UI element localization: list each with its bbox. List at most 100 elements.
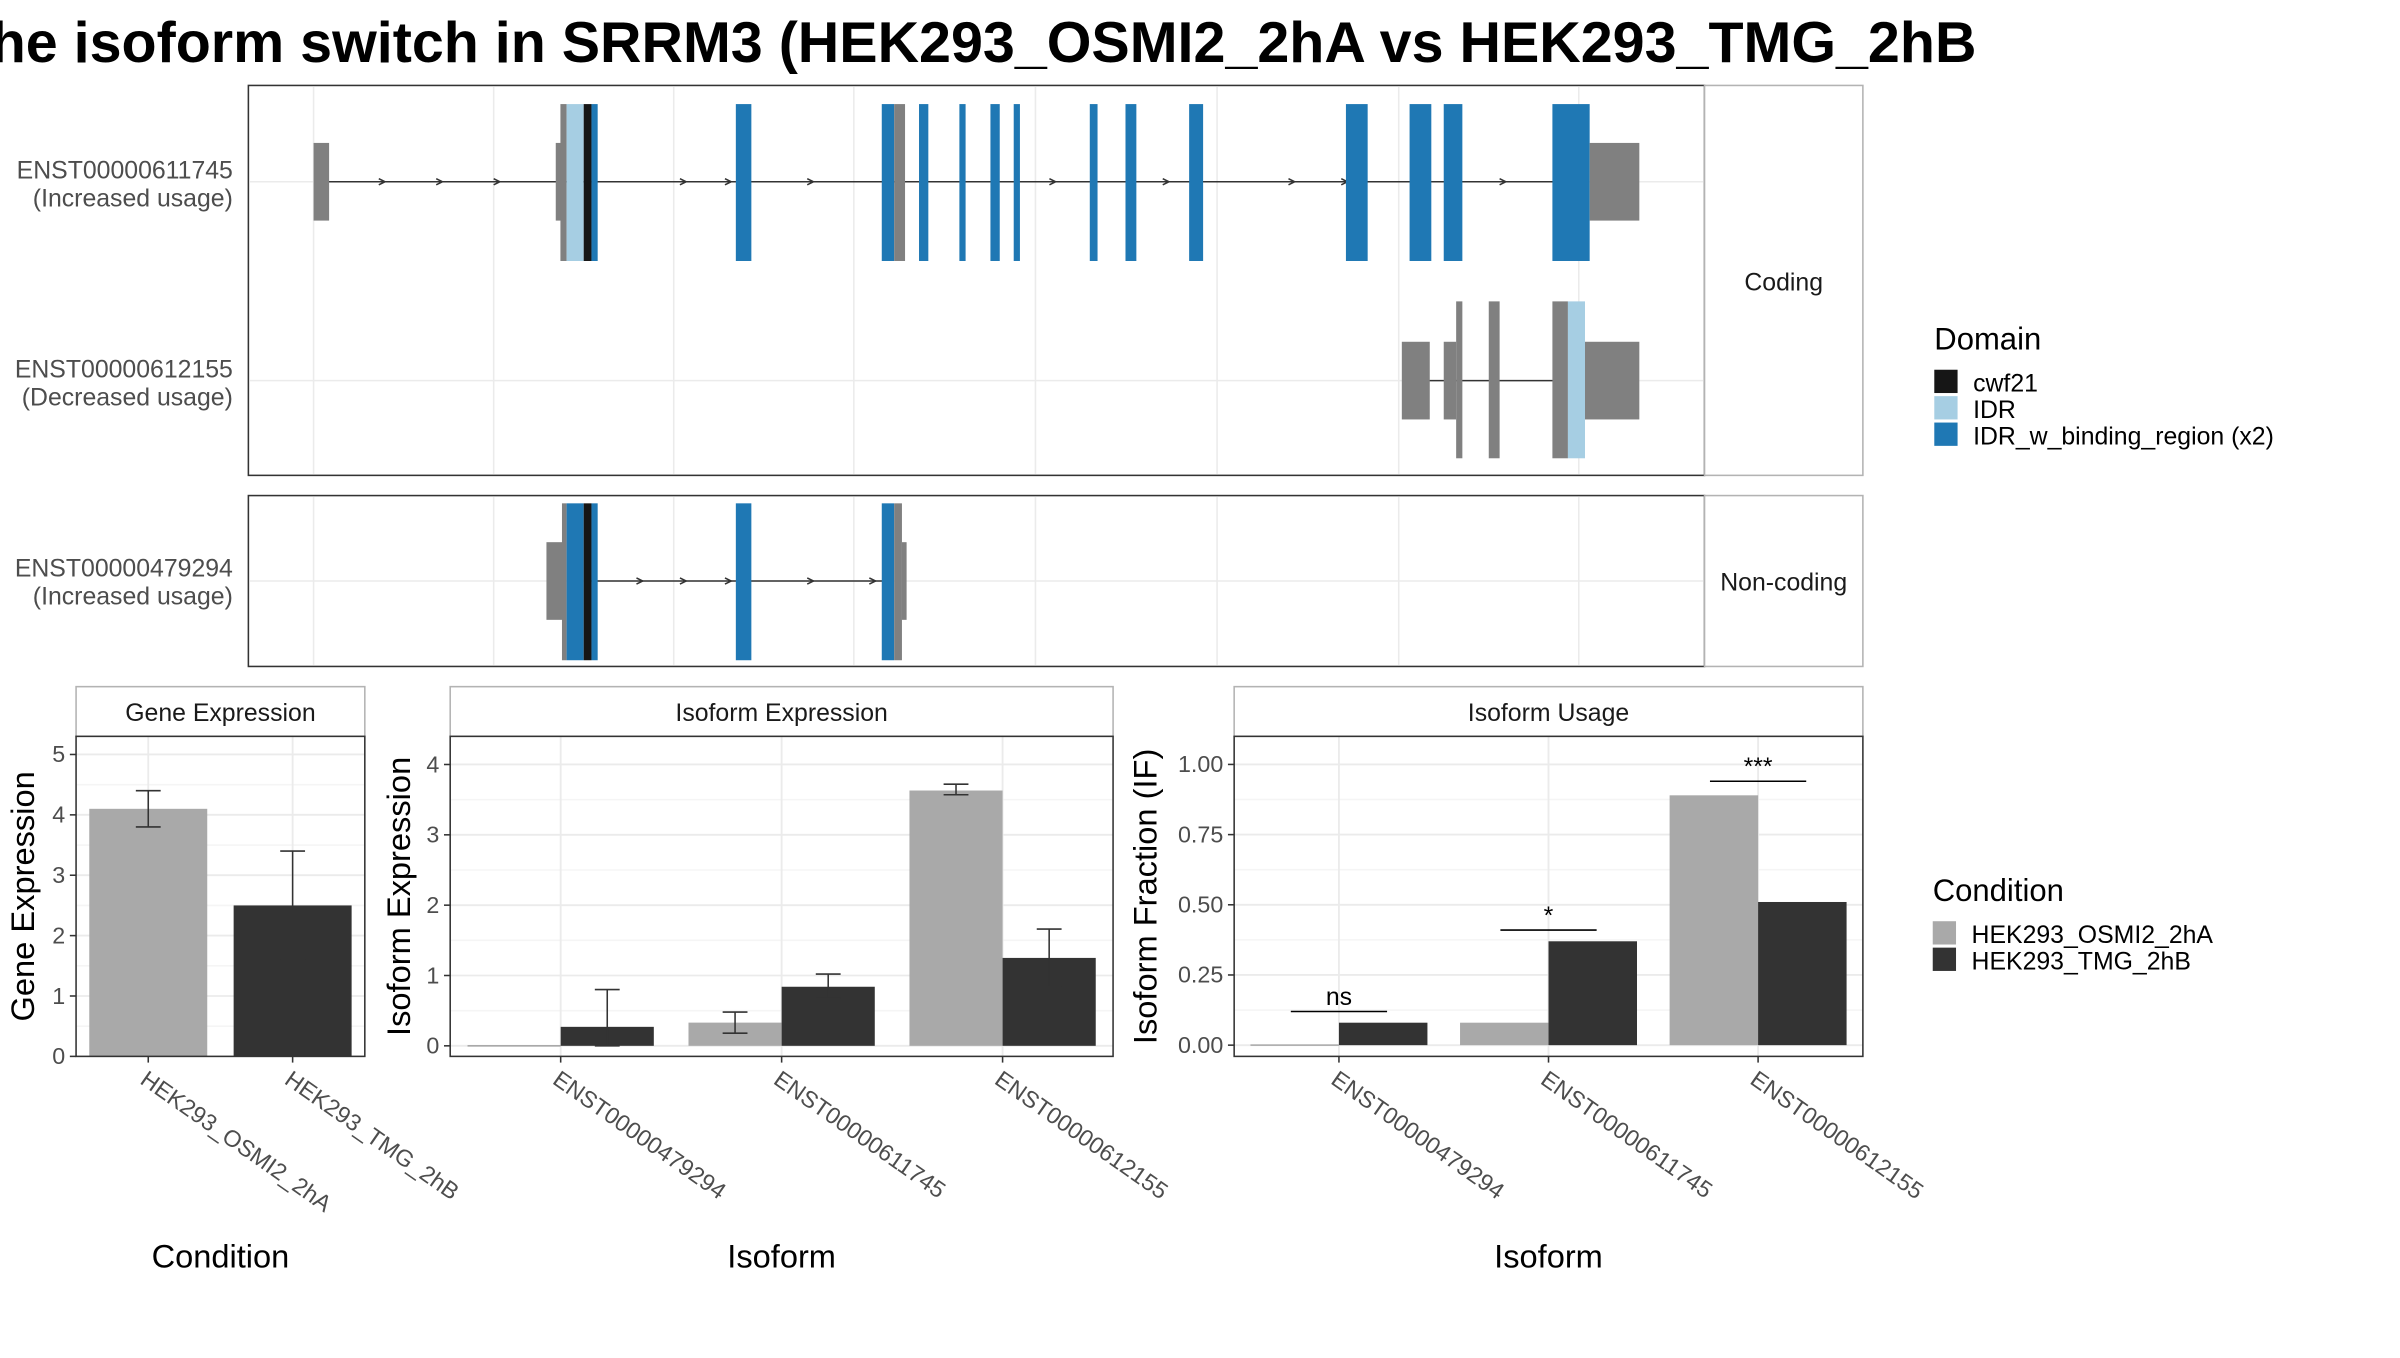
chart-title: Isoform Expression — [675, 700, 887, 727]
chart-strip — [449, 685, 1114, 738]
x-tick-label: ENST00000611745 — [1536, 1066, 1717, 1204]
exon-domain-idr-binding — [1409, 104, 1432, 261]
isoform-expression-chart: Isoform Expression 0 1 2 3 4 ENST00000479294 EN… — [380, 685, 1173, 1275]
y-tick-label: 2 — [426, 892, 439, 918]
x-tick-label: ENST00000479294 — [548, 1066, 730, 1205]
error-bar — [135, 789, 161, 828]
exon-domain-idr-binding — [1125, 104, 1137, 261]
y-tick-label: 4 — [52, 802, 65, 828]
legend-key-condition-a — [1932, 921, 1957, 945]
x-tick-label: ENST00000612155 — [990, 1066, 1172, 1205]
legend-label-condition-a: HEK293_OSMI2_2hA — [1972, 922, 2214, 949]
significance-label: * — [1544, 903, 1554, 930]
y-tick-label: 0 — [52, 1043, 65, 1069]
legend-label-cwf21: cwf21 — [1973, 370, 2038, 397]
exon — [894, 503, 902, 661]
domain-legend: Domain cwf21 IDR IDR_w_binding_region (x… — [1934, 322, 2274, 450]
significance-label: ns — [1326, 984, 1352, 1011]
exon-domain-idr — [1567, 301, 1586, 459]
intron-direction-arrows — [636, 577, 878, 585]
y-tick-label: 1.00 — [1178, 751, 1223, 777]
y-axis-title: Gene Expression — [4, 771, 41, 1021]
chart-title: Gene Expression — [125, 700, 315, 727]
y-tick-label: 5 — [52, 741, 65, 767]
condition-legend-title: Condition — [1933, 873, 2064, 908]
exon-utr — [546, 542, 566, 620]
exon-domain-idr-binding — [735, 104, 752, 261]
exon — [1488, 301, 1500, 459]
exon-domain-idr-binding — [591, 503, 598, 661]
exon-domain-idr-binding — [881, 503, 895, 661]
figure-title: he isoform switch in SRRM3 (HEK293_OSMI2… — [0, 11, 1976, 75]
y-tick-label: 4 — [426, 751, 439, 777]
condition-legend: Condition HEK293_OSMI2_2hA HEK293_TMG_2h… — [1932, 873, 2214, 975]
y-tick-label: 3 — [52, 862, 65, 888]
exon-domain-idr-binding — [735, 503, 752, 661]
bar-series-1-0 — [1338, 1022, 1428, 1046]
exon-domain-cwf21 — [583, 104, 592, 261]
facet-label-coding: Coding — [1744, 269, 1823, 296]
legend-label-condition-b: HEK293_TMG_2hB — [1972, 948, 2191, 975]
x-tick-label: ENST00000612155 — [1746, 1066, 1928, 1205]
exon-domain-idr-binding — [881, 104, 895, 261]
x-tick-label: ENST00000611745 — [769, 1066, 950, 1204]
exon — [560, 104, 567, 261]
exon-utr — [313, 142, 330, 221]
exon-domain-idr-binding — [919, 104, 929, 261]
transcript-id-2: ENST00000612155 — [15, 356, 233, 383]
error-bar — [280, 850, 306, 961]
exon-domain-idr-binding — [959, 104, 966, 261]
transcript-usage-1: (Increased usage) — [33, 186, 233, 213]
isoform-usage-chart: Isoform Usagens****0.000.250.500.751.00E… — [1127, 685, 1928, 1275]
legend-key-condition-b — [1932, 947, 1957, 971]
y-axis-title: Isoform Fraction (IF) — [1127, 749, 1164, 1044]
exon-domain-cwf21 — [583, 503, 592, 661]
bar-series-0-2 — [1669, 795, 1759, 1046]
transcript-usage-3: (Increased usage) — [33, 583, 233, 610]
exon — [894, 104, 906, 261]
x-tick-label: ENST00000479294 — [1327, 1066, 1509, 1205]
chart-strip — [1233, 685, 1864, 738]
exon-domain-idr-binding — [990, 104, 1000, 261]
x-axis-title: Condition — [152, 1238, 290, 1275]
y-tick-label: 2 — [52, 922, 65, 948]
coding-panel — [247, 84, 1706, 477]
facet-label-noncoding: Non-coding — [1720, 569, 1847, 596]
transcript-usage-2: (Decreased usage) — [22, 384, 233, 411]
chart-panel-border — [75, 735, 366, 1058]
bar-series-1-1 — [1548, 941, 1638, 1046]
exon — [561, 503, 567, 661]
y-tick-label: 0.50 — [1178, 892, 1223, 918]
exon-utr — [1443, 341, 1457, 420]
legend-label-idr: IDR — [1973, 397, 2016, 424]
x-axis-title: Isoform — [727, 1238, 836, 1275]
exon-domain-idr-binding — [1013, 104, 1020, 261]
exon-utr — [1589, 142, 1640, 221]
exon-domain-idr-binding — [1089, 104, 1098, 261]
exon-domain-idr-binding — [566, 503, 584, 661]
exon-utr — [1585, 341, 1640, 420]
legend-key-idr-binding — [1934, 422, 1958, 446]
y-tick-label: 1 — [52, 983, 65, 1009]
error-bar — [1036, 928, 1062, 988]
y-tick-label: 3 — [426, 822, 439, 848]
x-axis-title: Isoform — [1494, 1238, 1603, 1275]
domain-legend-title: Domain — [1934, 322, 2041, 357]
legend-label-idr-binding: IDR_w_binding_region (x2) — [1973, 423, 2274, 450]
exon — [1456, 301, 1463, 459]
y-tick-label: 1 — [426, 962, 439, 988]
legend-key-idr — [1934, 396, 1958, 420]
transcript-track-1 — [313, 104, 1640, 261]
transcript-structure-plot: Coding Non-coding ENST00000611745 (Incre… — [15, 84, 1864, 668]
transcript-track-3 — [546, 503, 907, 661]
y-axis-title: Isoform Expression — [380, 757, 417, 1036]
exon-domain-idr-binding — [591, 104, 598, 261]
exon-domain-idr — [566, 104, 584, 261]
exon-domain-idr-binding — [1552, 104, 1590, 261]
facet-strip-noncoding — [1703, 494, 1864, 668]
y-tick-label: 0.00 — [1178, 1032, 1223, 1058]
y-tick-label: 0.25 — [1178, 962, 1223, 988]
error-bar — [722, 1011, 748, 1034]
